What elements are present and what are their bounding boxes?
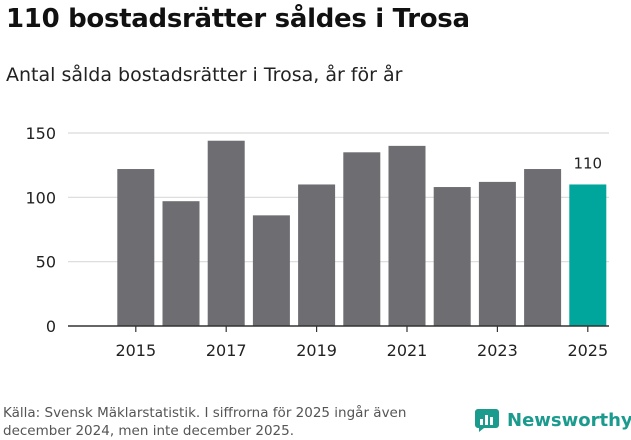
bar-2022 [433,187,471,326]
brand-name: Newsworthy [507,409,631,431]
bar-2023 [478,181,516,326]
brand-logo: Newsworthy [474,407,631,433]
y-tick-label: 0 [46,317,56,336]
bar-2017 [207,140,245,326]
y-tick-label: 100 [25,188,56,207]
bar-2020 [343,152,381,326]
newsworthy-logo-icon [475,409,499,432]
bar-2024 [524,169,562,326]
chart-subtitle: Antal sålda bostadsrätter i Trosa, år fö… [6,64,403,86]
y-tick-label: 150 [25,124,56,143]
bar-chart: 0 50 100 150 110 2015 2017 2019 2021 2023 2025 [25,124,609,360]
bar-2018 [252,215,290,326]
chart-title: 110 bostadsrätter såldes i Trosa [6,4,470,34]
x-tick-label: 2015 [115,341,156,360]
y-tick-label: 50 [36,253,56,272]
bar-2021 [388,145,426,326]
data-label-2025: 110 [573,154,602,172]
bar-2019 [298,184,336,326]
bar-2016 [162,201,200,326]
bar-2025 [569,184,607,326]
bar-2015 [117,169,155,326]
source-note: Källa: Svensk Mäklarstatistik. I siffror… [3,405,407,439]
x-tick-label: 2017 [206,341,247,360]
x-tick-label: 2021 [387,341,428,360]
x-tick-label: 2023 [477,341,518,360]
x-tick-label: 2025 [567,341,608,360]
x-tick-label: 2019 [296,341,337,360]
